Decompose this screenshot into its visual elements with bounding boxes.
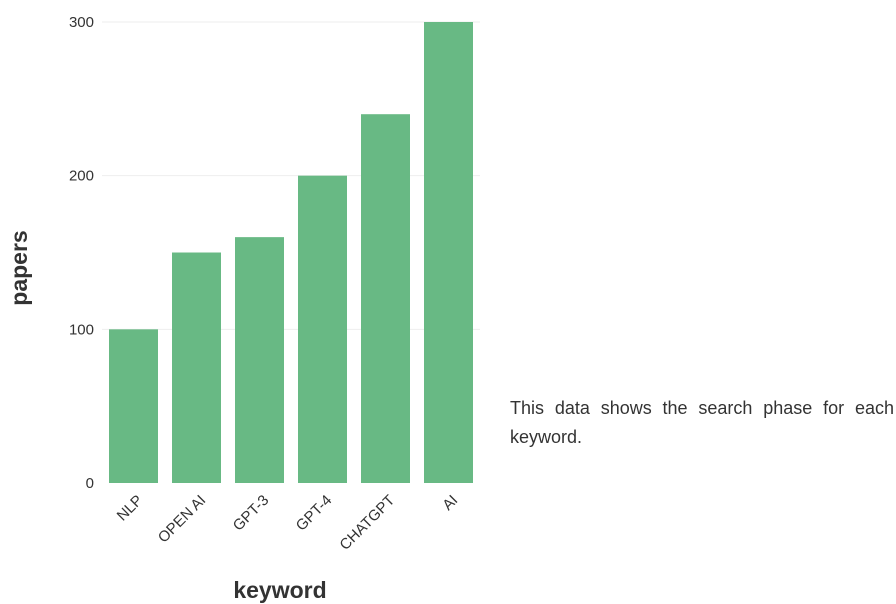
x-tick-label: GPT-3 [230, 492, 273, 535]
y-tick-label: 300 [69, 14, 94, 31]
bar-nlp [109, 329, 158, 483]
y-axis-title: papers [6, 230, 32, 305]
bar-open-ai [172, 252, 221, 483]
x-tick-label: NLP [114, 492, 147, 525]
bar-ai [424, 22, 473, 483]
y-tick-labels: 0 100 200 300 [69, 14, 94, 492]
bars [109, 22, 473, 483]
x-tick-label: OPEN AI [155, 492, 209, 546]
bar-chatgpt [361, 114, 410, 483]
y-tick-label: 100 [69, 321, 94, 338]
gridlines [102, 21, 480, 330]
x-tick-label: CHATGPT [336, 492, 398, 554]
y-tick-label: 0 [86, 475, 94, 492]
x-tick-label: AI [439, 492, 461, 514]
y-tick-label: 200 [69, 168, 94, 185]
bar-gpt-4 [298, 175, 347, 483]
x-tick-label: GPT-4 [293, 492, 336, 535]
x-axis-title: keyword [233, 577, 326, 603]
bar-gpt-3 [235, 237, 284, 483]
chart-caption: This data shows the search phase for eac… [510, 398, 894, 447]
x-tick-labels: NLP OPEN AI GPT-3 GPT-4 CHATGPT AI [114, 492, 462, 554]
